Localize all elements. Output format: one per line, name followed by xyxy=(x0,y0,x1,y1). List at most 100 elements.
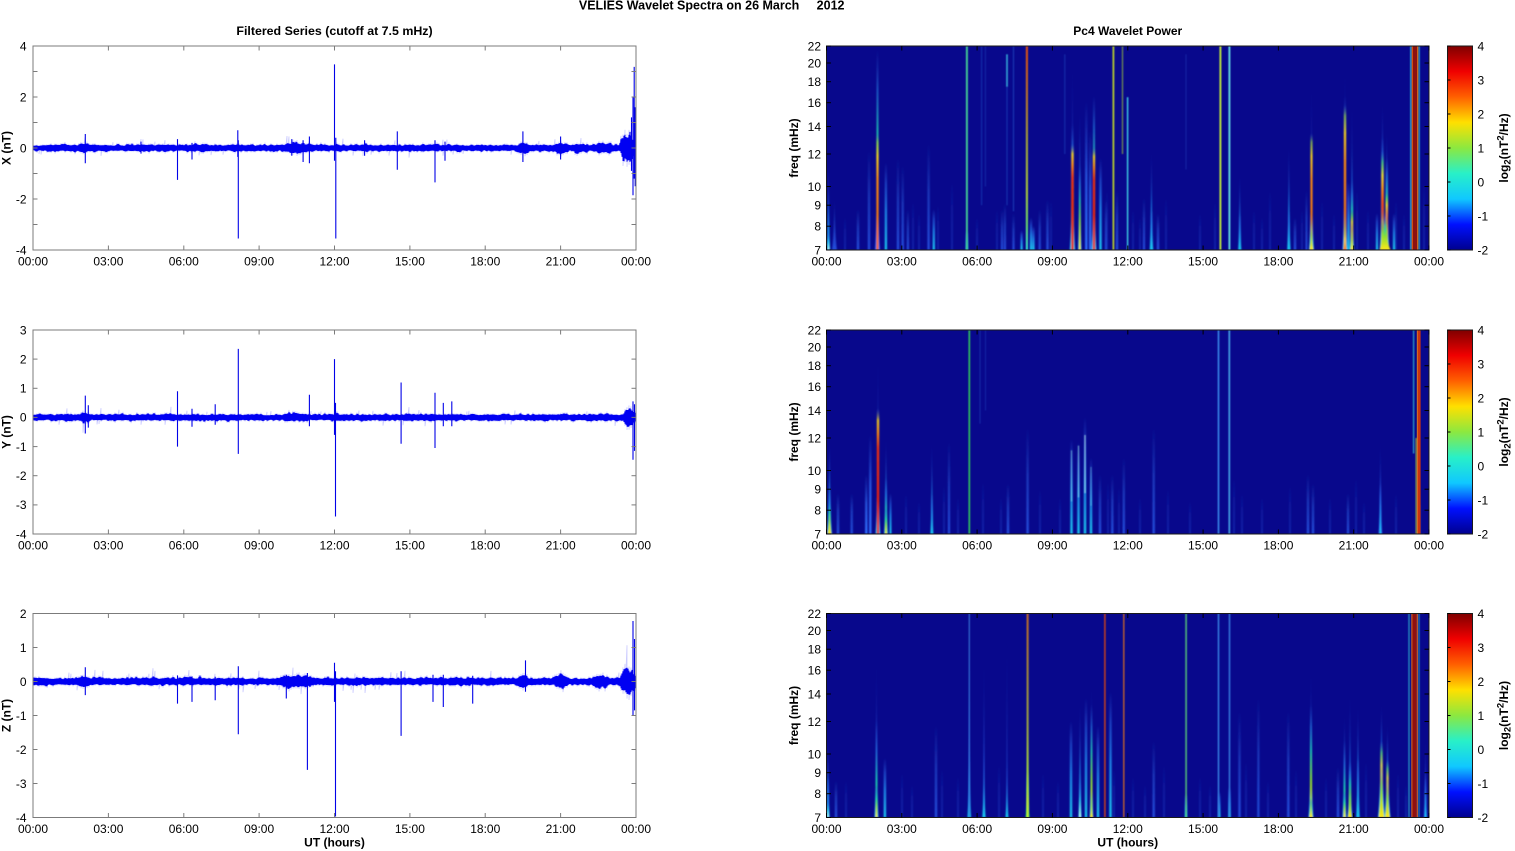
svg-text:21:00: 21:00 xyxy=(546,255,576,269)
svg-text:09:00: 09:00 xyxy=(1037,822,1067,836)
svg-text:-2: -2 xyxy=(1478,811,1489,825)
svg-text:12:00: 12:00 xyxy=(319,822,349,836)
svg-text:16: 16 xyxy=(808,96,822,110)
svg-text:2: 2 xyxy=(1478,675,1485,689)
svg-text:Filtered Series (cutoff at 7.5: Filtered Series (cutoff at 7.5 mHz) xyxy=(236,24,432,38)
svg-text:-4: -4 xyxy=(16,527,27,541)
svg-text:03:00: 03:00 xyxy=(93,255,123,269)
svg-text:1: 1 xyxy=(1478,425,1485,439)
svg-text:21:00: 21:00 xyxy=(1339,255,1369,269)
svg-text:-2: -2 xyxy=(1478,527,1489,541)
svg-text:-2: -2 xyxy=(16,192,27,206)
svg-text:1: 1 xyxy=(1478,141,1485,155)
svg-text:9: 9 xyxy=(814,766,821,780)
svg-text:22: 22 xyxy=(808,39,822,53)
svg-text:2: 2 xyxy=(20,607,27,621)
svg-text:14: 14 xyxy=(808,120,822,134)
svg-text:log2(nT2/Hz): log2(nT2/Hz) xyxy=(1496,681,1514,750)
svg-text:1: 1 xyxy=(20,641,27,655)
svg-text:12: 12 xyxy=(808,431,822,445)
svg-text:12: 12 xyxy=(808,715,822,729)
svg-text:15:00: 15:00 xyxy=(1188,255,1218,269)
svg-text:4: 4 xyxy=(20,39,27,53)
svg-text:-1: -1 xyxy=(1478,777,1489,791)
svg-text:4: 4 xyxy=(1478,607,1485,621)
svg-text:03:00: 03:00 xyxy=(887,539,917,553)
svg-text:00:00: 00:00 xyxy=(621,822,651,836)
svg-text:18:00: 18:00 xyxy=(1263,255,1293,269)
svg-text:8: 8 xyxy=(814,220,821,234)
svg-text:06:00: 06:00 xyxy=(962,822,992,836)
svg-text:9: 9 xyxy=(814,199,821,213)
svg-text:15:00: 15:00 xyxy=(1188,539,1218,553)
svg-text:-4: -4 xyxy=(16,811,27,825)
svg-text:-4: -4 xyxy=(16,243,27,257)
svg-text:0: 0 xyxy=(20,675,27,689)
svg-text:00:00: 00:00 xyxy=(18,539,48,553)
svg-text:16: 16 xyxy=(808,380,822,394)
svg-text:7: 7 xyxy=(814,811,821,825)
svg-text:22: 22 xyxy=(808,607,822,621)
svg-text:2: 2 xyxy=(20,90,27,104)
svg-text:4: 4 xyxy=(1478,39,1485,53)
svg-text:00:00: 00:00 xyxy=(811,539,841,553)
svg-text:12:00: 12:00 xyxy=(1113,822,1143,836)
svg-text:freq (mHz): freq (mHz) xyxy=(787,686,801,745)
svg-text:12:00: 12:00 xyxy=(319,255,349,269)
svg-text:-1: -1 xyxy=(16,440,27,454)
svg-text:18:00: 18:00 xyxy=(470,822,500,836)
svg-text:8: 8 xyxy=(814,504,821,518)
svg-text:3: 3 xyxy=(20,323,27,337)
svg-text:18:00: 18:00 xyxy=(1263,539,1293,553)
svg-text:09:00: 09:00 xyxy=(1037,255,1067,269)
svg-text:0: 0 xyxy=(20,411,27,425)
svg-text:18:00: 18:00 xyxy=(470,255,500,269)
svg-text:22: 22 xyxy=(808,323,822,337)
svg-text:7: 7 xyxy=(814,527,821,541)
svg-text:0: 0 xyxy=(1478,743,1485,757)
svg-text:-1: -1 xyxy=(1478,493,1489,507)
svg-text:00:00: 00:00 xyxy=(811,255,841,269)
svg-text:freq (mHz): freq (mHz) xyxy=(787,402,801,461)
svg-text:15:00: 15:00 xyxy=(395,255,425,269)
svg-text:15:00: 15:00 xyxy=(1188,822,1218,836)
svg-text:06:00: 06:00 xyxy=(169,255,199,269)
svg-text:21:00: 21:00 xyxy=(546,539,576,553)
svg-text:2: 2 xyxy=(1478,107,1485,121)
svg-text:00:00: 00:00 xyxy=(18,822,48,836)
svg-text:06:00: 06:00 xyxy=(169,539,199,553)
svg-text:Y (nT): Y (nT) xyxy=(0,415,14,449)
svg-text:-3: -3 xyxy=(16,777,27,791)
svg-text:1: 1 xyxy=(20,382,27,396)
svg-text:7: 7 xyxy=(814,243,821,257)
svg-text:03:00: 03:00 xyxy=(93,822,123,836)
svg-text:00:00: 00:00 xyxy=(1414,539,1444,553)
svg-text:-1: -1 xyxy=(16,709,27,723)
svg-text:21:00: 21:00 xyxy=(1339,539,1369,553)
svg-text:-1: -1 xyxy=(1478,209,1489,223)
svg-text:06:00: 06:00 xyxy=(962,255,992,269)
svg-text:03:00: 03:00 xyxy=(93,539,123,553)
svg-text:12:00: 12:00 xyxy=(319,539,349,553)
svg-text:00:00: 00:00 xyxy=(1414,822,1444,836)
svg-text:UT (hours): UT (hours) xyxy=(1097,836,1158,850)
svg-text:12:00: 12:00 xyxy=(1113,539,1143,553)
svg-text:0: 0 xyxy=(1478,459,1485,473)
svg-text:18:00: 18:00 xyxy=(470,539,500,553)
svg-text:10: 10 xyxy=(808,180,822,194)
svg-text:3: 3 xyxy=(1478,357,1485,371)
svg-text:-2: -2 xyxy=(16,743,27,757)
svg-text:00:00: 00:00 xyxy=(621,539,651,553)
svg-text:14: 14 xyxy=(808,404,822,418)
svg-text:15:00: 15:00 xyxy=(395,822,425,836)
svg-text:09:00: 09:00 xyxy=(244,539,274,553)
svg-text:18: 18 xyxy=(808,75,822,89)
svg-text:00:00: 00:00 xyxy=(811,822,841,836)
svg-text:9: 9 xyxy=(814,483,821,497)
svg-text:0: 0 xyxy=(1478,175,1485,189)
svg-text:3: 3 xyxy=(1478,641,1485,655)
svg-text:09:00: 09:00 xyxy=(244,822,274,836)
svg-text:2: 2 xyxy=(20,352,27,366)
svg-text:-2: -2 xyxy=(16,469,27,483)
svg-text:-2: -2 xyxy=(1478,243,1489,257)
